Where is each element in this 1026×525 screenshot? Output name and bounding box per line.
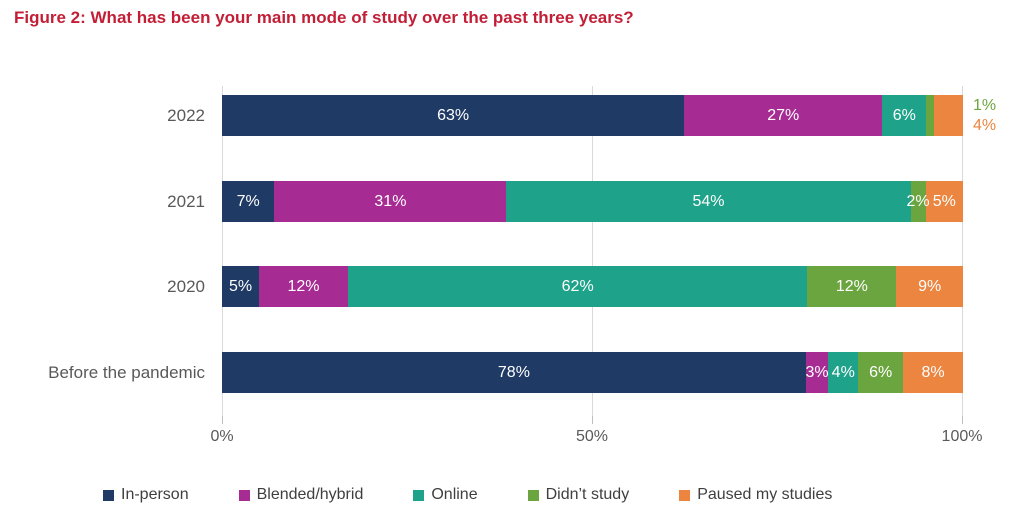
legend-item: In-person <box>103 486 189 504</box>
bar-segment: 63% <box>222 95 685 136</box>
bar-segment-label: 5% <box>228 277 253 295</box>
legend-label: In-person <box>121 486 189 503</box>
bar-segment-label: 63% <box>437 106 470 124</box>
bar-segment: 12% <box>259 266 348 307</box>
gridline-100% <box>962 86 963 416</box>
bar-segment <box>933 95 963 136</box>
bar-segment-label: 54% <box>692 192 725 210</box>
bar-segment-label: 5% <box>932 192 956 210</box>
bar-row-2022: 63% 27% 6% <box>222 95 963 136</box>
bar-segment: 27% <box>684 95 883 136</box>
tickmark-50% <box>592 416 593 424</box>
bar-segment: 12% <box>807 266 897 307</box>
bar-segment-label: 3% <box>805 363 829 381</box>
bar-segment <box>926 95 934 136</box>
gridline-0% <box>222 86 223 416</box>
tickmark-0% <box>222 416 223 424</box>
chart-title: Figure 2: What has been your main mode o… <box>14 8 634 27</box>
bar-segment: 4% <box>828 352 859 393</box>
legend-swatch-icon <box>103 489 114 501</box>
outside-label: 1% <box>973 96 997 114</box>
xtick-label: 100% <box>941 428 983 445</box>
legend-label: Didn’t study <box>545 486 630 503</box>
bar-segment: 62% <box>347 266 808 307</box>
outside-labels: 1% 4% <box>973 96 996 136</box>
bar-segment: 2% <box>907 181 930 222</box>
bar-segment: 7% <box>222 181 275 222</box>
category-label: 2021 <box>167 192 205 211</box>
bar-segment-label: 12% <box>835 277 868 295</box>
bar-segment: 5% <box>222 266 260 307</box>
category-label: 2022 <box>167 106 205 125</box>
bar-segment: 5% <box>925 181 963 222</box>
legend-swatch-icon <box>238 489 250 501</box>
outside-label: 4% <box>973 116 997 134</box>
bar-row-2021: 7% 31% 54% 2% 5% <box>222 181 963 222</box>
legend-label: Online <box>431 486 478 503</box>
plot-area: 63% 27% 6% 7% 31% 54% 2% 5% 5% 12% 62% 12% 9% 78% 3% 4%… <box>222 86 963 424</box>
bar-segment: 78% <box>222 352 806 393</box>
legend-swatch-icon <box>527 489 539 501</box>
xtick-label: 50% <box>575 428 609 445</box>
bar-segment-label: 7% <box>236 192 260 210</box>
bar-segment-label: 78% <box>497 363 530 381</box>
category-label: Before the pandemic <box>48 363 205 382</box>
bar-segment-label: 62% <box>561 277 594 295</box>
legend-swatch-icon <box>413 489 425 501</box>
bar-segment: 8% <box>903 352 963 393</box>
legend-swatch-icon <box>679 489 691 501</box>
bar-row-2020: 5% 12% 62% 12% 9% <box>222 266 963 307</box>
legend-item: Blended/hybrid <box>238 486 364 504</box>
bar-segment: 54% <box>506 181 911 222</box>
bar-segment-label: 9% <box>918 277 942 295</box>
bar-segment: 6% <box>858 352 904 393</box>
bar-segment: 3% <box>805 352 829 393</box>
bar-segment-label: 31% <box>374 192 407 210</box>
bar-segment-label: 2% <box>906 192 930 210</box>
gridline-50% <box>592 86 593 416</box>
bar-segment-label: 4% <box>831 363 855 381</box>
bar-segment-label: 6% <box>869 363 893 381</box>
xtick-label: 0% <box>210 428 234 445</box>
bar-row-Before the pandemic: 78% 3% 4% 6% 8% <box>222 352 963 393</box>
bar-segment-label: 12% <box>287 277 320 295</box>
legend-label: Paused my studies <box>697 486 833 503</box>
bar-segment-label: 8% <box>921 363 945 381</box>
bar-segment-label: 27% <box>767 106 800 124</box>
bar-segment: 31% <box>274 181 507 222</box>
legend: In-person Blended/hybrid Online Didn’t stud… <box>103 486 832 504</box>
bar-segment-label: 6% <box>892 106 916 124</box>
bar-segment: 6% <box>882 95 927 136</box>
legend-item: Didn’t study <box>527 486 630 504</box>
bar-segment: 9% <box>896 266 963 307</box>
legend-item: Online <box>413 486 478 504</box>
tickmark-100% <box>962 416 963 424</box>
category-label: 2020 <box>167 277 205 296</box>
legend-label: Blended/hybrid <box>256 486 364 503</box>
legend-item: Paused my studies <box>679 486 832 504</box>
